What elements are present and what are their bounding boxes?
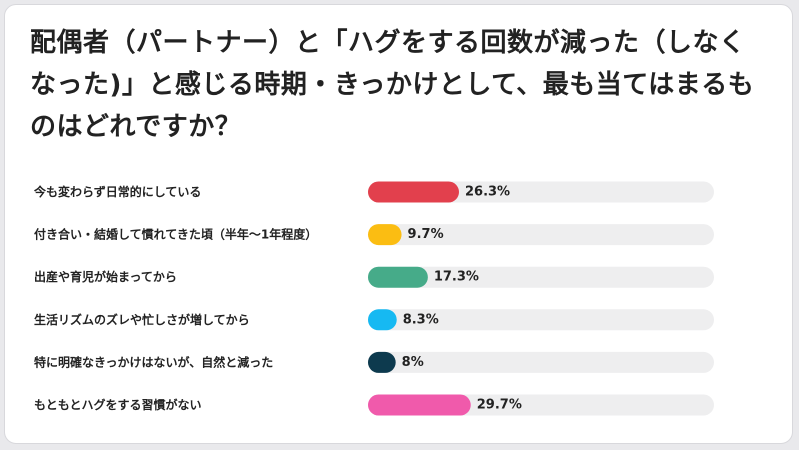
value-label: 8.3% (403, 312, 439, 327)
bar-track (368, 309, 714, 331)
bar-track (368, 266, 714, 288)
value-label: 29.7% (477, 398, 522, 413)
bar (368, 394, 471, 416)
chart-title: 配偶者（パートナー）と「ハグをする回数が減った（しなくなった)」と感じる時期・き… (30, 28, 755, 142)
category-label: 付き合い・結婚して慣れてきた頃（半年〜1年程度） (34, 227, 317, 242)
bar (368, 309, 397, 331)
category-label: 出産や育児が始まってから (34, 269, 177, 284)
category-label: 生活リズムのズレや忙しさが増してから (34, 312, 250, 327)
value-label: 9.7% (408, 227, 444, 242)
bar (368, 351, 396, 373)
category-label: もともとハグをする習慣がない (34, 397, 202, 412)
category-label: 特に明確なきっかけはないが、自然と減った (34, 354, 273, 369)
bar (368, 181, 459, 203)
bar (368, 224, 402, 246)
category-label: 今も変わらず日常的にしている (33, 184, 201, 199)
bar-track (368, 224, 714, 246)
value-label: 26.3% (465, 185, 510, 200)
bar-track (368, 351, 714, 373)
value-label: 8% (402, 355, 424, 370)
value-label: 17.3% (434, 270, 479, 285)
bar (368, 266, 428, 288)
